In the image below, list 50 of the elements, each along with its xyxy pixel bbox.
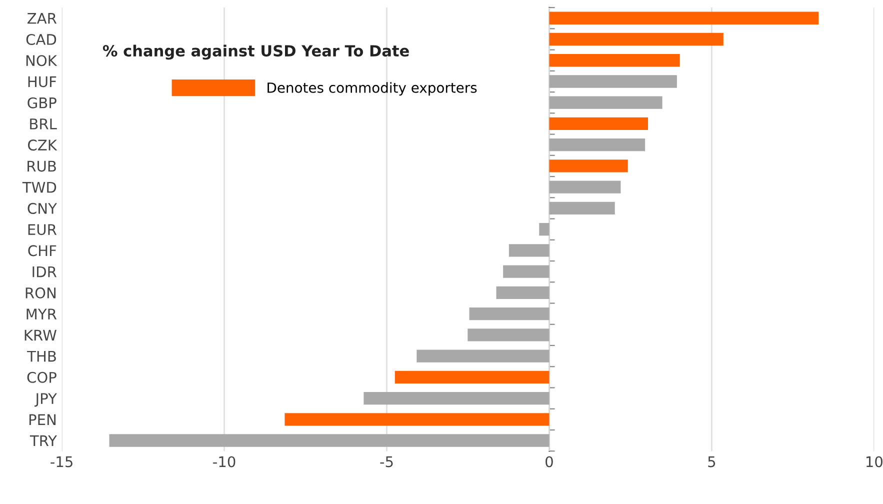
y-tick-label: CAD	[26, 34, 56, 45]
text: Denotes commodity exporters	[268, 82, 477, 96]
y-tick-label: HUF	[28, 76, 56, 88]
bar	[549, 75, 677, 88]
bar	[364, 392, 550, 405]
y-tick-label: THB	[27, 350, 56, 362]
y-tick-label: RON	[26, 287, 56, 298]
bar	[549, 160, 628, 172]
y-tick-label: CZK	[28, 140, 58, 151]
bar	[416, 350, 550, 362]
y-tick-label: PEN	[29, 414, 56, 425]
bar	[549, 180, 621, 194]
bar	[469, 307, 550, 320]
y-tick-label: COP	[27, 372, 56, 383]
bar	[539, 222, 550, 236]
bar	[394, 370, 550, 384]
bar	[549, 96, 662, 109]
y-tick-label: CNY	[28, 202, 57, 214]
text: % change against USD Year To Date	[102, 44, 409, 60]
y-tick-label: IDR	[32, 266, 57, 278]
x-tick-label: -15	[50, 456, 72, 468]
y-tick-label: JPY	[34, 393, 57, 407]
x-tick-label: 0	[546, 456, 553, 468]
y-tick-label: MYR	[26, 308, 57, 320]
bar	[549, 202, 615, 215]
y-tick-label: CHF	[28, 245, 56, 256]
y-tick-label: NOK	[26, 55, 58, 66]
bar	[468, 328, 550, 342]
x-tick-label: 10	[866, 456, 882, 468]
x-tick-label: 5	[708, 456, 716, 468]
y-tick-label: TRY	[30, 435, 57, 446]
bar	[508, 244, 550, 257]
y-tick-label: RUB	[28, 160, 56, 172]
x-tick-label: -10	[213, 456, 236, 468]
bar	[549, 32, 724, 46]
bar	[549, 54, 680, 67]
y-tick-label: GBP	[28, 97, 56, 108]
y-tick-label: BRL	[30, 118, 57, 130]
bar	[109, 434, 550, 447]
x-tick-label: -5	[380, 456, 393, 468]
bar	[496, 286, 550, 300]
y-tick-label: TWD	[22, 182, 56, 193]
bar	[549, 138, 646, 152]
y-tick-label: ZAR	[28, 13, 57, 24]
bar	[284, 413, 550, 426]
bar	[503, 265, 550, 278]
y-tick-label: EUR	[28, 224, 57, 236]
bar	[549, 12, 819, 24]
bar	[549, 117, 648, 130]
y-tick-label: KRW	[24, 330, 56, 340]
